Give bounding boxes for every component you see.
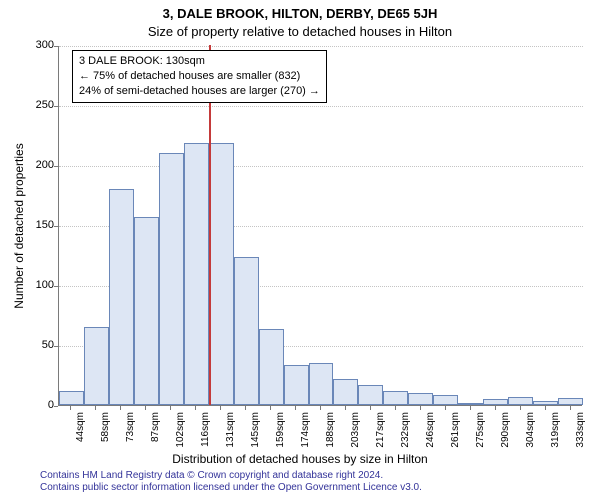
- annotation-line1: 3 DALE BROOK: 130sqm: [79, 54, 320, 69]
- x-tick-mark: [70, 406, 71, 410]
- histogram-bar: [408, 393, 433, 405]
- x-tick-label: 217sqm: [375, 412, 386, 462]
- x-tick-mark: [320, 406, 321, 410]
- x-tick-mark: [570, 406, 571, 410]
- histogram-bar: [558, 398, 583, 405]
- histogram-bar: [533, 401, 558, 405]
- x-tick-label: 232sqm: [400, 412, 411, 462]
- x-tick-mark: [220, 406, 221, 410]
- y-tick-mark: [54, 406, 58, 407]
- histogram-bar: [59, 391, 84, 405]
- x-tick-label: 203sqm: [350, 412, 361, 462]
- y-tick-mark: [54, 346, 58, 347]
- x-tick-mark: [245, 406, 246, 410]
- y-tick-label: 200: [28, 159, 54, 171]
- page-title-line2: Size of property relative to detached ho…: [0, 24, 600, 39]
- x-tick-mark: [370, 406, 371, 410]
- histogram-bar: [284, 365, 309, 405]
- y-tick-label: 50: [28, 339, 54, 351]
- x-tick-label: 275sqm: [475, 412, 486, 462]
- y-axis-label: Number of detached properties: [12, 143, 26, 308]
- x-tick-mark: [470, 406, 471, 410]
- y-tick-label: 150: [28, 219, 54, 231]
- gridline-h: [59, 46, 583, 47]
- x-tick-mark: [195, 406, 196, 410]
- x-tick-label: 304sqm: [525, 412, 536, 462]
- y-tick-mark: [54, 286, 58, 287]
- x-tick-label: 319sqm: [550, 412, 561, 462]
- x-tick-label: 174sqm: [300, 412, 311, 462]
- histogram-bar: [433, 395, 458, 405]
- histogram-bar: [159, 153, 184, 405]
- x-tick-label: 44sqm: [75, 412, 86, 462]
- gridline-h: [59, 106, 583, 107]
- x-tick-label: 188sqm: [325, 412, 336, 462]
- x-tick-mark: [420, 406, 421, 410]
- histogram-bar: [458, 403, 483, 405]
- gridline-h: [59, 166, 583, 167]
- histogram-bar: [309, 363, 334, 405]
- x-tick-label: 73sqm: [125, 412, 136, 462]
- y-tick-label: 300: [28, 39, 54, 51]
- y-tick-label: 100: [28, 279, 54, 291]
- annotation-line2: ← 75% of detached houses are smaller (83…: [79, 69, 320, 84]
- y-tick-mark: [54, 166, 58, 167]
- x-tick-label: 87sqm: [150, 412, 161, 462]
- x-tick-label: 102sqm: [175, 412, 186, 462]
- histogram-bar: [184, 143, 209, 405]
- annotation-box: 3 DALE BROOK: 130sqm ← 75% of detached h…: [72, 50, 327, 103]
- y-tick-mark: [54, 226, 58, 227]
- x-tick-label: 131sqm: [225, 412, 236, 462]
- y-tick-mark: [54, 106, 58, 107]
- x-tick-label: 290sqm: [500, 412, 511, 462]
- histogram-bar: [209, 143, 234, 405]
- x-tick-mark: [145, 406, 146, 410]
- histogram-bar: [134, 217, 159, 405]
- x-tick-mark: [520, 406, 521, 410]
- x-tick-label: 58sqm: [100, 412, 111, 462]
- footer-line2: Contains public sector information licen…: [40, 482, 422, 494]
- x-tick-label: 116sqm: [200, 412, 211, 462]
- y-tick-label: 0: [28, 399, 54, 411]
- x-tick-mark: [445, 406, 446, 410]
- x-tick-mark: [545, 406, 546, 410]
- x-tick-label: 159sqm: [275, 412, 286, 462]
- x-tick-mark: [495, 406, 496, 410]
- x-tick-mark: [120, 406, 121, 410]
- x-tick-label: 145sqm: [250, 412, 261, 462]
- x-tick-mark: [395, 406, 396, 410]
- histogram-bar: [358, 385, 383, 405]
- footer-line1: Contains HM Land Registry data © Crown c…: [40, 470, 422, 482]
- histogram-bar: [259, 329, 284, 405]
- footer-attribution: Contains HM Land Registry data © Crown c…: [40, 470, 422, 494]
- histogram-bar: [234, 257, 259, 405]
- x-tick-label: 261sqm: [450, 412, 461, 462]
- x-tick-mark: [95, 406, 96, 410]
- x-tick-mark: [345, 406, 346, 410]
- x-tick-label: 333sqm: [575, 412, 586, 462]
- histogram-bar: [109, 189, 134, 405]
- x-tick-label: 246sqm: [425, 412, 436, 462]
- histogram-bar: [84, 327, 109, 405]
- histogram-bar: [483, 399, 508, 405]
- histogram-bar: [333, 379, 358, 405]
- histogram-bar: [383, 391, 408, 405]
- histogram-bar: [508, 397, 533, 405]
- x-tick-mark: [295, 406, 296, 410]
- y-tick-mark: [54, 46, 58, 47]
- annotation-line3: 24% of semi-detached houses are larger (…: [79, 84, 320, 99]
- page-title-line1: 3, DALE BROOK, HILTON, DERBY, DE65 5JH: [0, 6, 600, 21]
- x-tick-mark: [270, 406, 271, 410]
- x-tick-mark: [170, 406, 171, 410]
- y-tick-label: 250: [28, 99, 54, 111]
